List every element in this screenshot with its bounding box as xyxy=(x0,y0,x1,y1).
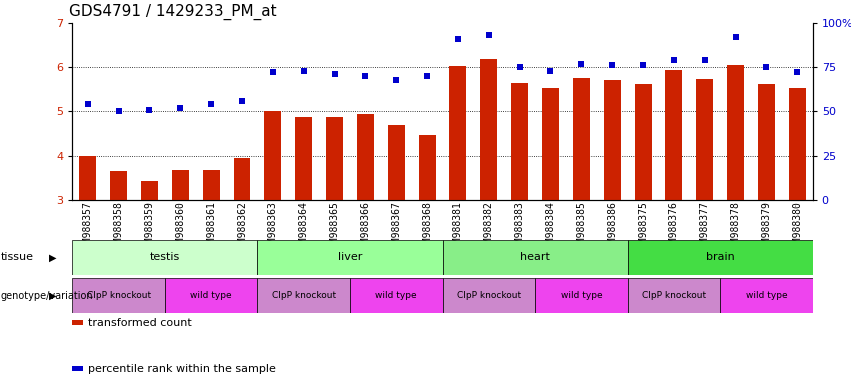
Bar xyxy=(542,88,559,200)
Bar xyxy=(573,78,590,200)
Bar xyxy=(627,240,813,275)
Point xyxy=(111,108,125,114)
Point xyxy=(698,57,711,63)
Text: genotype/variation: genotype/variation xyxy=(1,291,94,301)
Text: tissue: tissue xyxy=(1,252,34,262)
Bar xyxy=(665,70,683,200)
Text: transformed count: transformed count xyxy=(88,318,191,328)
Point xyxy=(513,64,527,70)
Point xyxy=(482,32,495,38)
Point xyxy=(605,62,619,68)
Bar xyxy=(511,83,528,200)
Bar xyxy=(326,117,343,200)
Point xyxy=(143,106,157,113)
Bar xyxy=(696,79,713,200)
Bar xyxy=(635,84,652,200)
Bar xyxy=(789,88,806,200)
Bar xyxy=(758,84,775,200)
Text: percentile rank within the sample: percentile rank within the sample xyxy=(88,364,276,374)
Point xyxy=(174,105,187,111)
Bar xyxy=(480,59,497,200)
Text: wild type: wild type xyxy=(561,291,603,300)
Bar xyxy=(350,278,443,313)
Point xyxy=(637,62,650,68)
Bar xyxy=(141,181,158,200)
Point xyxy=(297,68,311,74)
Point xyxy=(266,70,280,76)
Bar xyxy=(233,158,250,200)
Text: wild type: wild type xyxy=(191,291,232,300)
Text: GDS4791 / 1429233_PM_at: GDS4791 / 1429233_PM_at xyxy=(69,4,277,20)
Bar xyxy=(203,170,220,200)
Bar xyxy=(257,240,443,275)
Text: testis: testis xyxy=(150,252,180,262)
Bar xyxy=(443,240,627,275)
Text: ▶: ▶ xyxy=(49,252,57,262)
Bar xyxy=(627,278,720,313)
Point xyxy=(328,71,341,77)
Bar xyxy=(419,135,436,200)
Bar xyxy=(603,79,620,200)
Point xyxy=(760,64,774,70)
Point xyxy=(574,61,588,67)
Text: wild type: wild type xyxy=(375,291,417,300)
Bar xyxy=(357,114,374,200)
Point xyxy=(544,68,557,74)
Text: ClpP knockout: ClpP knockout xyxy=(457,291,521,300)
Bar xyxy=(165,278,257,313)
Bar xyxy=(72,278,165,313)
Bar xyxy=(110,171,127,200)
Bar xyxy=(720,278,813,313)
Point xyxy=(358,73,372,79)
Bar xyxy=(172,170,189,200)
Bar xyxy=(727,65,744,200)
Bar xyxy=(79,156,96,200)
Bar xyxy=(72,240,257,275)
Point xyxy=(728,34,742,40)
Bar xyxy=(295,117,312,200)
Text: wild type: wild type xyxy=(745,291,787,300)
Text: ClpP knockout: ClpP knockout xyxy=(642,291,706,300)
Bar xyxy=(388,126,405,200)
Point xyxy=(451,36,465,42)
Bar xyxy=(449,66,466,200)
Bar xyxy=(535,278,627,313)
Point xyxy=(791,70,804,76)
Text: heart: heart xyxy=(520,252,550,262)
Point xyxy=(204,101,218,108)
Text: ▶: ▶ xyxy=(49,291,57,301)
Point xyxy=(390,76,403,83)
Text: brain: brain xyxy=(705,252,734,262)
Point xyxy=(420,73,434,79)
Text: ClpP knockout: ClpP knockout xyxy=(271,291,336,300)
Point xyxy=(667,57,681,63)
Point xyxy=(235,98,248,104)
Point xyxy=(81,101,94,108)
Text: liver: liver xyxy=(338,252,363,262)
Bar xyxy=(443,278,535,313)
Text: ClpP knockout: ClpP knockout xyxy=(87,291,151,300)
Bar xyxy=(257,278,350,313)
Bar xyxy=(265,111,282,200)
